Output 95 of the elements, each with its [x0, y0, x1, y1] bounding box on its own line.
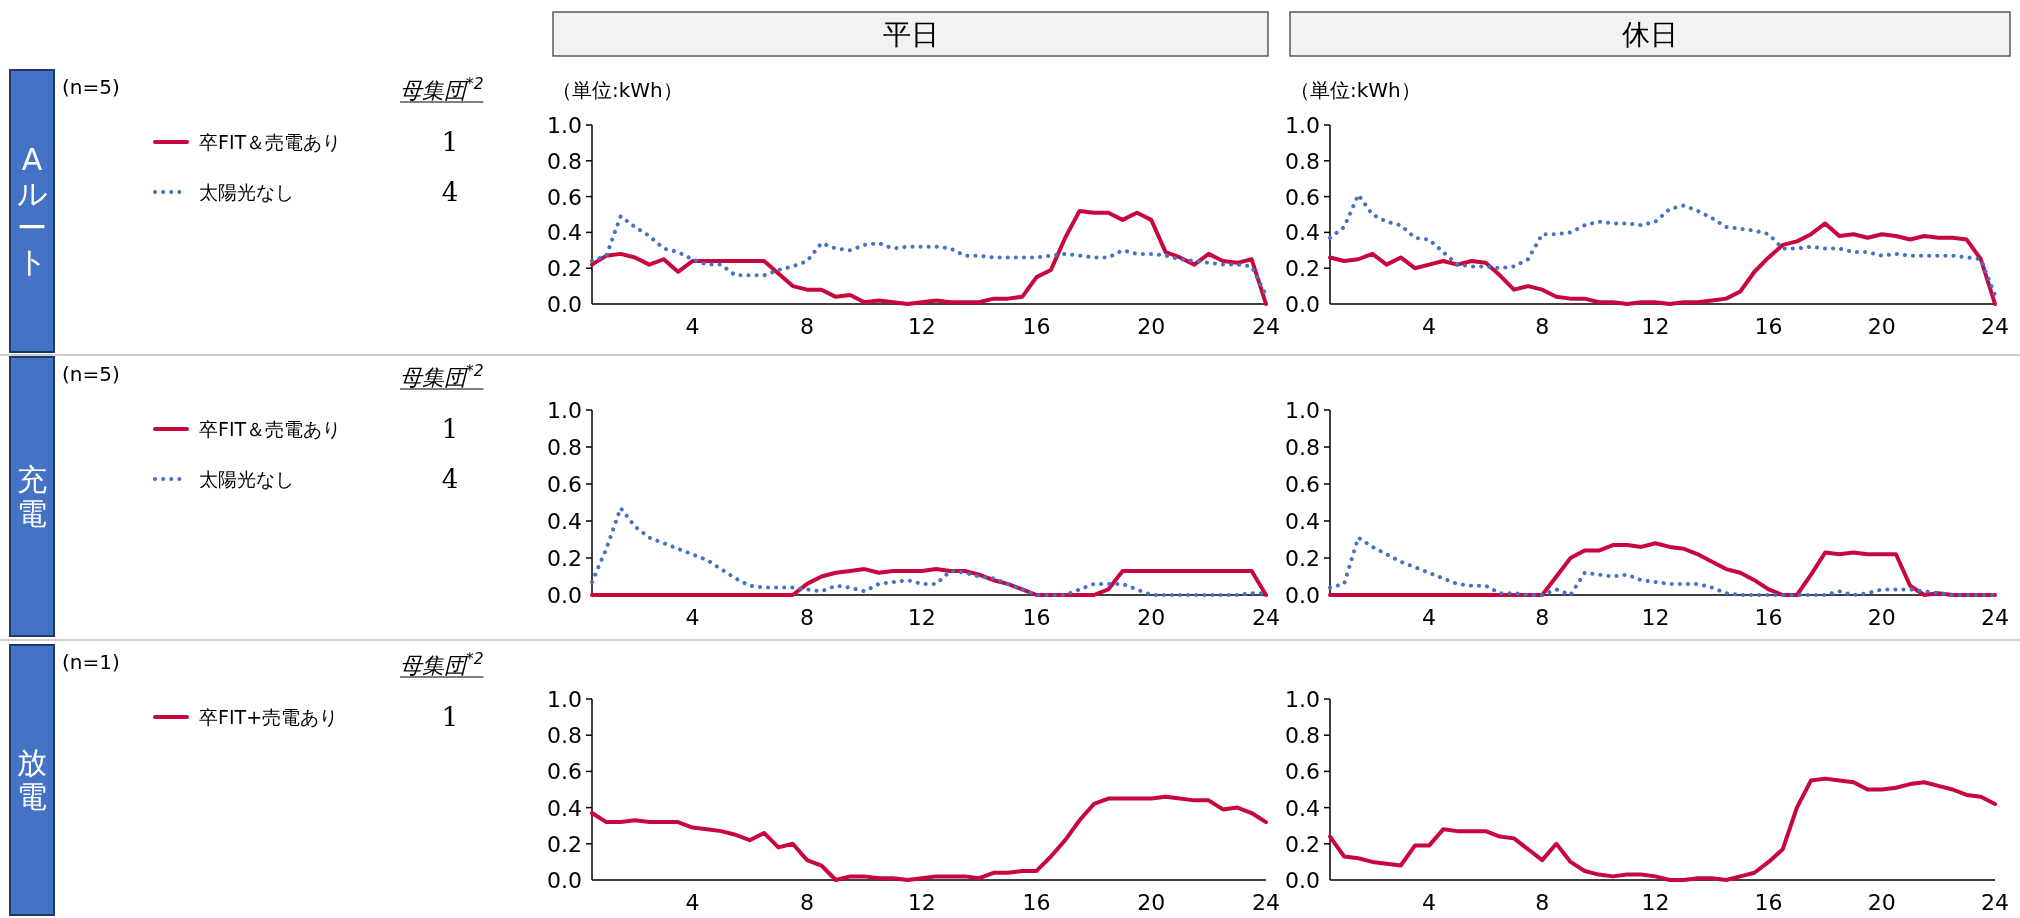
y-tick-label: 0.8: [547, 148, 582, 174]
y-tick-label: 0.2: [1285, 255, 1320, 281]
y-tick-label: 0.0: [547, 582, 582, 608]
y-tick-label: 0.4: [1285, 219, 1320, 245]
y-tick-label: 0.8: [1285, 722, 1320, 748]
y-tick-label: 0.6: [1285, 184, 1320, 210]
x-tick-label: 4: [685, 314, 700, 339]
x-tick-label: 16: [1754, 890, 1783, 915]
legend-label: 卒FIT＆売電あり: [199, 131, 342, 153]
text: 4: [441, 464, 459, 494]
x-tick-label: 24: [1252, 890, 1280, 915]
y-tick-label: 0.4: [1285, 795, 1320, 821]
x-tick-label: 20: [1867, 605, 1896, 630]
x-tick-label: 16: [1022, 314, 1051, 339]
y-tick-label: 0.8: [1285, 434, 1320, 460]
y-tick-label: 0.0: [1285, 291, 1320, 317]
x-tick-label: 12: [907, 605, 936, 630]
text: 1: [441, 127, 459, 157]
y-tick-label: 0.4: [547, 508, 582, 534]
x-tick-label: 12: [1641, 605, 1670, 630]
x-tick-label: 8: [800, 605, 815, 630]
x-tick-label: 12: [1641, 890, 1670, 915]
x-tick-label: 12: [907, 314, 936, 339]
y-tick-label: 0.6: [1285, 758, 1320, 784]
y-tick-label: 0.8: [547, 722, 582, 748]
y-tick-label: 1.0: [1285, 112, 1320, 138]
x-tick-label: 12: [907, 890, 936, 915]
y-tick-label: 0.4: [1285, 508, 1320, 534]
x-tick-label: 4: [1422, 890, 1437, 915]
x-tick-label: 24: [1981, 314, 2009, 339]
legend-label: 卒FIT+売電あり: [199, 706, 339, 728]
text: Aルート: [16, 142, 48, 279]
text: 4: [441, 177, 459, 207]
y-tick-label: 0.6: [547, 758, 582, 784]
text: (n=1): [62, 650, 120, 674]
x-tick-label: 24: [1981, 890, 2009, 915]
x-tick-label: 4: [1422, 605, 1437, 630]
x-tick-label: 16: [1754, 314, 1783, 339]
text: (n=5): [62, 362, 120, 386]
chart-title: 休日: [1622, 18, 1678, 51]
x-tick-label: 4: [685, 605, 700, 630]
y-tick-label: 0.0: [547, 867, 582, 893]
text: 1: [441, 702, 459, 732]
y-tick-label: 1.0: [547, 112, 582, 138]
x-tick-label: 8: [1535, 605, 1550, 630]
y-tick-label: 0.6: [547, 471, 582, 497]
x-tick-label: 8: [1535, 314, 1550, 339]
y-tick-label: 0.8: [547, 434, 582, 460]
x-tick-label: 20: [1137, 890, 1166, 915]
x-tick-label: 16: [1022, 605, 1051, 630]
text: 母集団$^{*2}$: [400, 650, 484, 678]
y-tick-label: 0.6: [547, 184, 582, 210]
text: 1: [441, 414, 459, 444]
y-tick-label: 0.2: [1285, 831, 1320, 857]
y-tick-label: 0.2: [547, 831, 582, 857]
x-tick-label: 20: [1867, 314, 1896, 339]
chart-title: 平日: [882, 18, 939, 51]
y-tick-label: 1.0: [1285, 397, 1320, 423]
x-tick-label: 20: [1867, 890, 1896, 915]
x-tick-label: 16: [1022, 890, 1051, 915]
y-tick-label: 1.0: [1285, 686, 1320, 712]
text: （単位:kWh）: [1290, 78, 1421, 102]
text: 放電: [17, 745, 47, 814]
y-tick-label: 0.0: [547, 291, 582, 317]
y-tick-label: 0.8: [1285, 148, 1320, 174]
y-tick-label: 0.4: [547, 219, 582, 245]
x-tick-label: 8: [1535, 890, 1550, 915]
text: 母集団$^{*2}$: [400, 75, 484, 103]
text: 母集団$^{*2}$: [400, 362, 484, 390]
text: (n=5): [62, 75, 120, 99]
x-tick-label: 24: [1981, 605, 2009, 630]
y-tick-label: 0.4: [547, 795, 582, 821]
y-tick-label: 0.6: [1285, 471, 1320, 497]
x-tick-label: 4: [1422, 314, 1437, 339]
x-tick-label: 24: [1252, 605, 1280, 630]
x-tick-label: 24: [1252, 314, 1280, 339]
legend-label: 卒FIT＆売電あり: [199, 418, 342, 440]
x-tick-label: 20: [1137, 314, 1166, 339]
y-tick-label: 0.2: [547, 255, 582, 281]
y-tick-label: 0.2: [547, 545, 582, 571]
text: 充電: [17, 461, 47, 531]
y-tick-label: 1.0: [547, 686, 582, 712]
y-tick-label: 0.2: [1285, 545, 1320, 571]
y-tick-label: 0.0: [1285, 582, 1320, 608]
x-tick-label: 12: [1641, 314, 1670, 339]
x-tick-label: 8: [800, 314, 815, 339]
legend-label: 太陽光なし: [199, 181, 294, 203]
y-tick-label: 0.0: [1285, 867, 1320, 893]
text: （単位:kWh）: [552, 78, 683, 102]
x-tick-label: 8: [800, 890, 815, 915]
y-tick-label: 1.0: [547, 397, 582, 423]
legend-label: 太陽光なし: [199, 468, 294, 490]
x-tick-label: 20: [1137, 605, 1166, 630]
x-tick-label: 4: [685, 890, 700, 915]
x-tick-label: 16: [1754, 605, 1783, 630]
